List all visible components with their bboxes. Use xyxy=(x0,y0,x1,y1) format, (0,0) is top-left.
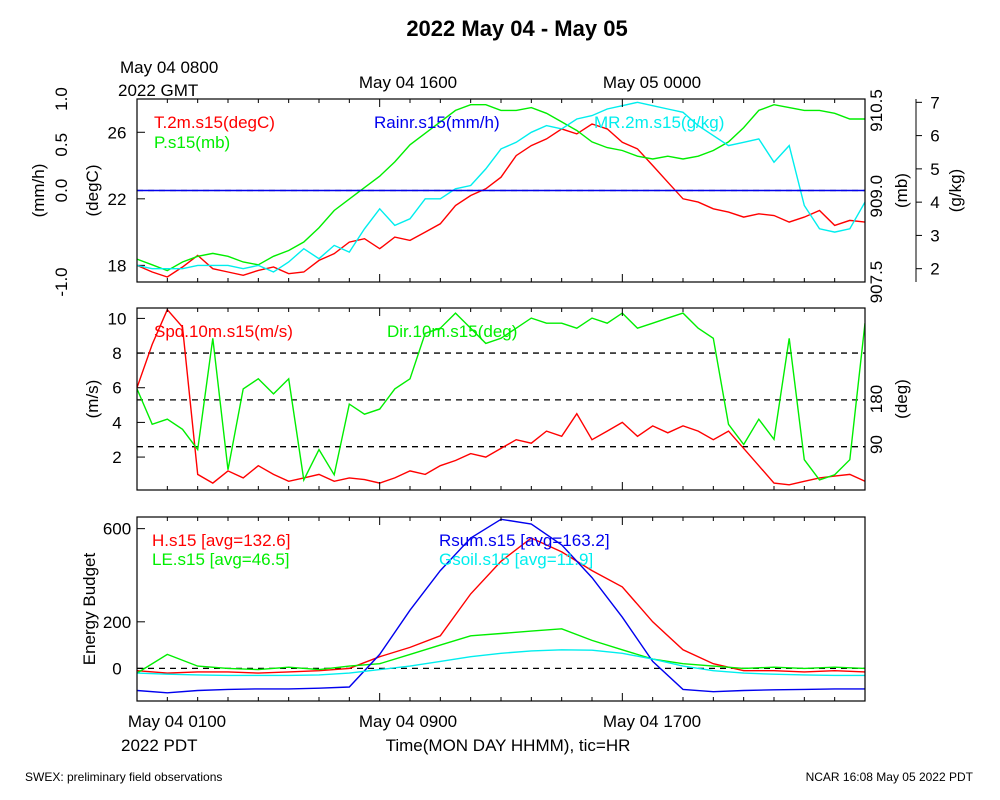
left-tick-label: 1.0 xyxy=(52,87,71,111)
left-axis-label-0-0: (mm/h) xyxy=(29,164,48,218)
bottom-axis-tick-label-3: May 04 1700 xyxy=(603,712,701,731)
plot-area-wind xyxy=(137,308,865,486)
right-tick-label: 3 xyxy=(930,226,939,245)
left-axis-label-2-0: Energy Budget xyxy=(80,552,99,665)
series-line-1 xyxy=(137,312,865,483)
left-tick-label: -1.0 xyxy=(52,267,71,296)
legend-entry-3: Gsoil.s15 [avg=11.9] xyxy=(439,550,593,569)
legend-entry-2: Rsum.s15 [avg=163.2] xyxy=(439,531,610,550)
plot-area-meteorology xyxy=(137,101,865,278)
bottom-axis-tick-label-2: May 04 0900 xyxy=(359,712,457,731)
top-axis-tick-label-2: May 05 0000 xyxy=(603,73,701,92)
right-tick-label: 4 xyxy=(930,193,939,212)
right-tick-label: 909.0 xyxy=(867,175,886,218)
panel-wind: (m/s) 2 4 6 8 10 (deg) 90 180 Spd.10m.s15(m/s) Dir… xyxy=(83,307,911,491)
top-axis-start-label-line2: 2022 GMT xyxy=(118,81,198,100)
left-tick-label: 2 xyxy=(112,448,121,467)
right-tick-label: 5 xyxy=(930,160,939,179)
left-tick-label: 10 xyxy=(108,309,127,328)
series-line-3 xyxy=(137,649,865,677)
left-tick-label: 0.5 xyxy=(52,133,71,157)
right-tick-label: 90 xyxy=(867,435,886,454)
right-tick-label: 7 xyxy=(930,93,939,112)
left-axis-label-1-0: (m/s) xyxy=(83,380,102,419)
left-tick-label: 22 xyxy=(108,190,127,209)
legend-entry-1: Dir.10m.s15(deg) xyxy=(387,322,517,341)
panel-frame xyxy=(136,516,866,702)
top-axis-start-label-line1: May 04 0800 xyxy=(120,58,218,77)
right-axis-label-1-0: (deg) xyxy=(892,379,911,419)
left-tick-label: 600 xyxy=(103,520,131,539)
right-tick-label: 180 xyxy=(867,385,886,413)
right-axis-label-0-1: (g/kg) xyxy=(946,169,965,212)
legend-entry-0: Spd.10m.s15(m/s) xyxy=(154,322,293,341)
legend-entry-2: MR.2m.s15(g/kg) xyxy=(594,113,724,132)
right-axis-label-0-0: (mb) xyxy=(892,173,911,208)
footer-right: NCAR 16:08 May 05 2022 PDT xyxy=(806,770,974,784)
series-line-0 xyxy=(137,308,865,486)
legend-entry-1: LE.s15 [avg=46.5] xyxy=(152,550,290,569)
series-line-2 xyxy=(137,101,865,273)
panel-frame xyxy=(136,307,866,491)
top-axis-tick-label-1: May 04 1600 xyxy=(359,73,457,92)
left-axis-label-0-1: (degC) xyxy=(83,165,102,217)
legend-entry-0: T.2m.s15(degC) xyxy=(154,113,275,132)
panel-meteorology: (mm/h)-1.00.00.51.0(degC)182226(mb)907.5… xyxy=(29,87,965,303)
right-tick-label: 6 xyxy=(930,127,939,146)
right-tick-label: 2 xyxy=(930,260,939,279)
chart-panels: (mm/h)-1.00.00.51.0(degC)182226(mb)907.5… xyxy=(29,87,965,702)
footer-left: SWEX: preliminary field observations xyxy=(25,770,222,784)
legend-entry-3: Rainr.s15(mm/h) xyxy=(374,113,500,132)
series-line-1 xyxy=(137,628,865,674)
left-tick-label: 26 xyxy=(108,123,127,142)
left-tick-label: 18 xyxy=(108,256,127,275)
left-tick-label: 0 xyxy=(112,659,121,678)
right-tick-label: 910.5 xyxy=(867,89,886,132)
left-tick-label: 0.0 xyxy=(52,179,71,203)
left-tick-label: 4 xyxy=(112,413,121,432)
right-tick-label: 907.5 xyxy=(867,261,886,304)
panel-frame xyxy=(136,98,866,283)
legend-entry-0: H.s15 [avg=132.6] xyxy=(152,531,290,550)
series-line-0 xyxy=(137,123,865,278)
chart-title: 2022 May 04 - May 05 xyxy=(406,16,627,41)
left-tick-label: 200 xyxy=(103,613,131,632)
x-axis-label: Time(MON DAY HHMM), tic=HR xyxy=(386,736,631,755)
bottom-axis-start-label-line2: 2022 PDT xyxy=(121,736,198,755)
left-tick-label: 6 xyxy=(112,379,121,398)
series-line-0 xyxy=(137,537,865,674)
legend-entry-1: P.s15(mb) xyxy=(154,133,230,152)
left-tick-label: 8 xyxy=(112,344,121,363)
bottom-axis-tick-label-1: May 04 0100 xyxy=(128,712,226,731)
panel-energy: Energy Budget 0 200 600 H.s15 [avg=132.6]LE.… xyxy=(80,516,866,702)
